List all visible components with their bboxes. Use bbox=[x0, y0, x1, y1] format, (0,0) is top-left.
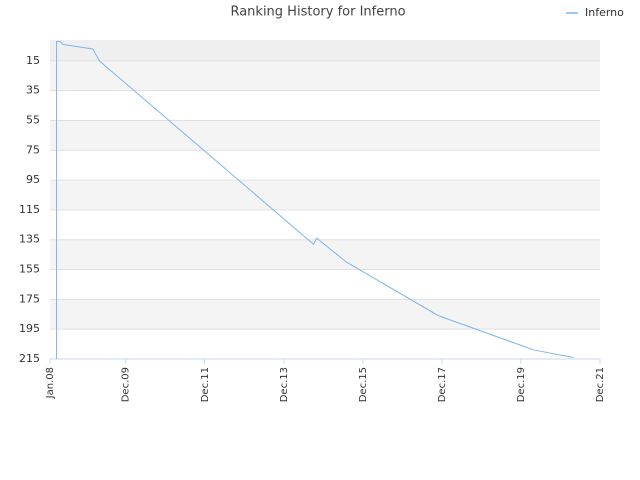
plot-band bbox=[50, 180, 600, 210]
x-tick-label: Dec.11 bbox=[200, 367, 211, 402]
plot-band bbox=[50, 60, 600, 91]
y-tick-label: 175 bbox=[19, 292, 40, 305]
plot-band bbox=[50, 239, 600, 270]
y-tick-label: 155 bbox=[19, 263, 40, 276]
x-tick-label: Jan.08 bbox=[45, 367, 56, 399]
data-line bbox=[56, 40, 574, 359]
plot-band bbox=[50, 299, 600, 330]
x-tick-label: Dec.19 bbox=[516, 367, 527, 402]
y-tick-label: 115 bbox=[19, 203, 40, 216]
y-tick-label: 95 bbox=[26, 173, 40, 186]
chart-title: Ranking History for Inferno bbox=[230, 5, 405, 20]
legend-label: Inferno bbox=[585, 6, 624, 19]
y-tick-label: 135 bbox=[19, 233, 40, 246]
y-tick-label: 55 bbox=[26, 113, 40, 126]
y-tick-label: 35 bbox=[26, 84, 40, 97]
x-tick-label: Dec.09 bbox=[121, 367, 132, 402]
x-tick-label: Dec.13 bbox=[279, 367, 290, 402]
y-tick-label: 15 bbox=[26, 54, 40, 67]
plot-band bbox=[50, 40, 600, 61]
x-tick-label: Dec.21 bbox=[595, 367, 606, 402]
y-tick-label: 75 bbox=[26, 143, 40, 156]
plot-band bbox=[50, 120, 600, 151]
y-tick-label: 215 bbox=[19, 352, 40, 365]
x-tick-label: Dec.17 bbox=[437, 367, 448, 402]
y-tick-label: 195 bbox=[19, 322, 40, 335]
x-tick-label: Dec.15 bbox=[358, 367, 369, 402]
